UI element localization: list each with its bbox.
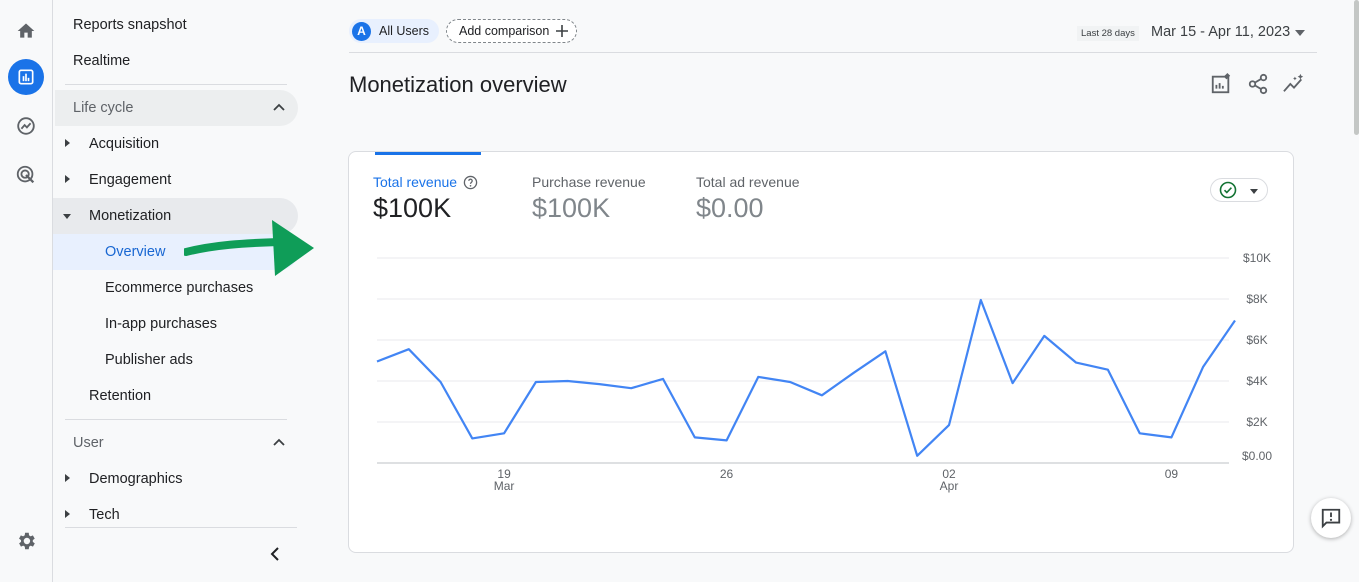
metric-value: $100K (373, 193, 452, 223)
advertising-icon[interactable] (8, 157, 44, 193)
nav-monetization-bg (53, 198, 298, 234)
left-rail (0, 0, 53, 582)
nav-label: Overview (105, 244, 166, 260)
nav-monetization[interactable]: Monetization (53, 198, 298, 234)
nav-divider (65, 527, 297, 528)
nav-label: Reports snapshot (73, 17, 187, 33)
segment-chip[interactable]: A All Users (349, 19, 440, 43)
add-comparison-label: Add comparison (459, 24, 550, 38)
nav-label: Ecommerce purchases (105, 280, 254, 296)
metric-label: Purchase revenue (532, 174, 646, 190)
metric-value: $100K (532, 193, 611, 223)
x-tick-month-label: Mar (494, 479, 515, 493)
chevron-up-icon (273, 438, 285, 446)
nav-divider (65, 419, 287, 420)
nav-demographics[interactable]: Demographics (53, 461, 298, 497)
y-tick-label: $0.00 (1242, 449, 1272, 463)
y-tick-label: $8K (1246, 292, 1267, 306)
nav-overview[interactable]: Overview (105, 234, 165, 270)
section-user[interactable]: User (55, 425, 298, 461)
plus-icon (556, 25, 569, 37)
segment-label: All Users (379, 24, 430, 38)
nav-label: Monetization (89, 208, 172, 224)
revenue-card: Total revenue $100K Purchase revenue $10… (348, 151, 1294, 553)
chevron-up-icon (273, 103, 285, 111)
explore-icon[interactable] (8, 108, 44, 144)
nav-label: Retention (89, 388, 152, 404)
metric-value: $0.00 (696, 193, 764, 223)
metric-label: Total revenue (373, 174, 458, 190)
nav-label: Acquisition (89, 136, 160, 152)
nav-ecommerce-purchases[interactable]: Ecommerce purchases (105, 270, 253, 306)
metric-label: Total ad revenue (696, 174, 800, 190)
metric-purchase-revenue[interactable]: Purchase revenue $100K (532, 174, 646, 224)
feedback-button[interactable] (1311, 498, 1351, 538)
caret-right-icon (65, 510, 70, 518)
chevron-left-icon (270, 547, 279, 561)
page-title: Monetization overview (349, 72, 567, 97)
active-metric-indicator (375, 152, 481, 155)
collapse-nav-button[interactable] (263, 542, 287, 566)
settings-icon[interactable] (8, 523, 44, 559)
nav-label: Tech (89, 507, 120, 523)
feedback-icon (1321, 508, 1341, 529)
metric-total-ad-revenue[interactable]: Total ad revenue $0.00 (696, 174, 800, 224)
y-tick-label: $10K (1243, 251, 1271, 265)
nav-label: Realtime (73, 53, 131, 69)
caret-down-icon (1250, 189, 1258, 194)
insights-icon[interactable] (1280, 70, 1308, 98)
nav-tech[interactable]: Tech (53, 497, 298, 533)
check-circle-icon (1219, 181, 1237, 199)
section-title: Life cycle (73, 100, 134, 116)
y-tick-label: $6K (1246, 333, 1267, 347)
customize-report-icon[interactable] (1207, 70, 1235, 98)
nav-label: Engagement (89, 172, 172, 188)
scrollbar-thumb[interactable] (1354, 0, 1359, 135)
nav-acquisition[interactable]: Acquisition (53, 126, 298, 162)
caret-right-icon (65, 474, 70, 482)
nav-divider (65, 84, 287, 85)
nav-publisher-ads[interactable]: Publisher ads (105, 342, 193, 378)
nav-label: In-app purchases (105, 316, 218, 332)
date-preset-label: Last 28 days (1077, 26, 1139, 41)
nav-label: Publisher ads (105, 352, 193, 368)
reports-nav: Reports snapshot Realtime Life cycle Acq… (53, 0, 303, 582)
date-range-picker[interactable]: Mar 15 - Apr 11, 2023 (1151, 24, 1291, 40)
x-tick-label: 02 (942, 467, 956, 481)
nav-realtime[interactable]: Realtime (73, 43, 130, 79)
caret-right-icon (65, 139, 70, 147)
help-icon[interactable] (463, 175, 478, 190)
header-divider (349, 52, 1317, 53)
nav-label: Demographics (89, 471, 183, 487)
x-tick-month-label: Apr (940, 479, 959, 493)
segment-badge: A (352, 21, 371, 41)
y-tick-label: $4K (1246, 374, 1267, 388)
share-icon[interactable] (1244, 70, 1272, 98)
y-tick-label: $2K (1246, 415, 1267, 429)
add-comparison-button[interactable]: Add comparison (446, 19, 578, 43)
x-tick-label: 09 (1165, 467, 1179, 481)
x-tick-label: 19 (497, 467, 511, 481)
home-icon[interactable] (8, 13, 44, 49)
nav-retention[interactable]: Retention (89, 378, 151, 414)
section-title: User (73, 435, 104, 451)
metric-selector-button[interactable] (1210, 178, 1268, 202)
annotation-arrow (184, 220, 314, 276)
metric-total-revenue[interactable]: Total revenue $100K (373, 174, 478, 224)
main-content: A All Users Add comparison Last 28 days … (303, 0, 1359, 582)
reports-icon[interactable] (8, 59, 44, 95)
caret-right-icon (65, 175, 70, 183)
x-tick-label: 26 (720, 467, 734, 481)
series-line-total-revenue (376, 298, 1236, 457)
nav-reports-snapshot[interactable]: Reports snapshot (73, 7, 187, 43)
nav-inapp-purchases[interactable]: In-app purchases (105, 306, 217, 342)
caret-down-icon (63, 214, 71, 219)
section-lifecycle[interactable]: Life cycle (55, 90, 298, 126)
caret-down-icon[interactable] (1295, 30, 1305, 36)
nav-engagement[interactable]: Engagement (53, 162, 298, 198)
